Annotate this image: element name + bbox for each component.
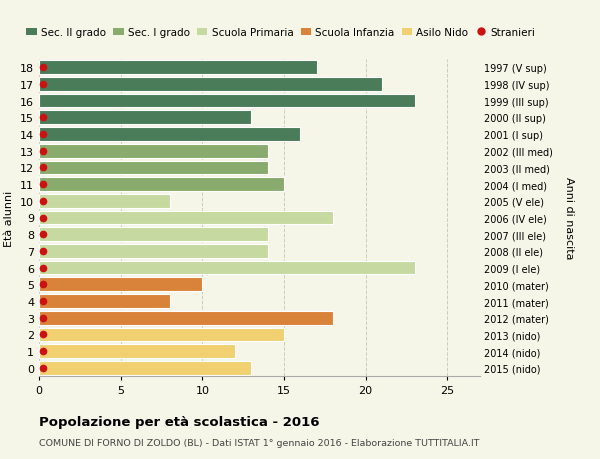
Text: COMUNE DI FORNO DI ZOLDO (BL) - Dati ISTAT 1° gennaio 2016 - Elaborazione TUTTIT: COMUNE DI FORNO DI ZOLDO (BL) - Dati IST… bbox=[39, 438, 479, 448]
Bar bbox=[39, 95, 415, 108]
Y-axis label: Anni di nascita: Anni di nascita bbox=[564, 177, 574, 259]
Bar bbox=[39, 295, 170, 308]
Bar bbox=[39, 178, 284, 191]
Bar bbox=[39, 211, 333, 225]
Text: Popolazione per età scolastica - 2016: Popolazione per età scolastica - 2016 bbox=[39, 415, 320, 428]
Bar bbox=[39, 161, 268, 175]
Bar bbox=[39, 345, 235, 358]
Bar bbox=[39, 261, 415, 275]
Bar bbox=[39, 311, 333, 325]
Bar bbox=[39, 145, 268, 158]
Y-axis label: Età alunni: Età alunni bbox=[4, 190, 14, 246]
Bar bbox=[39, 78, 382, 91]
Bar bbox=[39, 328, 284, 341]
Legend: Sec. II grado, Sec. I grado, Scuola Primaria, Scuola Infanzia, Asilo Nido, Stran: Sec. II grado, Sec. I grado, Scuola Prim… bbox=[22, 24, 539, 42]
Bar bbox=[39, 278, 202, 291]
Bar bbox=[39, 195, 170, 208]
Bar bbox=[39, 228, 268, 241]
Bar bbox=[39, 245, 268, 258]
Bar bbox=[39, 111, 251, 125]
Bar bbox=[39, 361, 251, 375]
Bar bbox=[39, 61, 317, 75]
Bar bbox=[39, 128, 301, 141]
